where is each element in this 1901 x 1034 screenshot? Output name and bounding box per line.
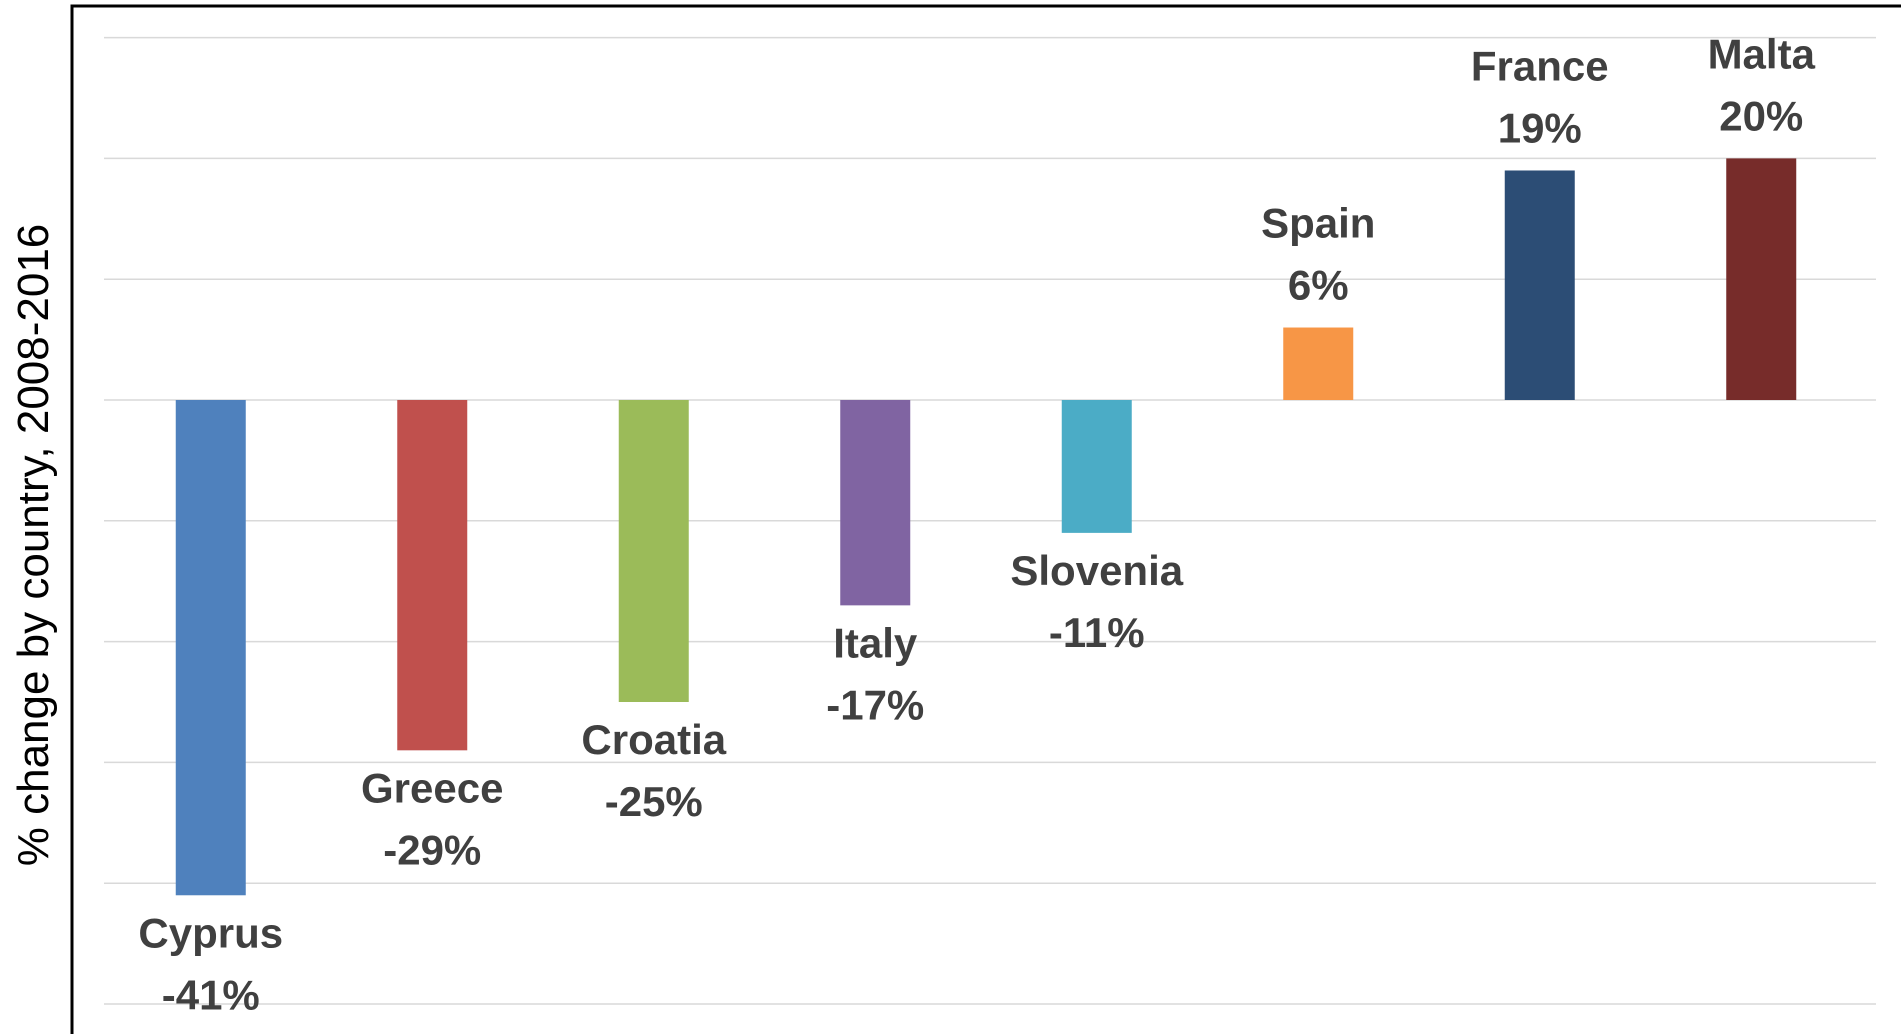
data-label-malta-name: Malta [1708,30,1816,77]
y-axis-label: % change by country, 2008-2016 [9,224,58,867]
data-label-croatia-value: -25% [605,778,703,825]
data-label-slovenia-value: -11% [1049,609,1145,656]
bar-italy [840,400,911,606]
data-label-malta-value: 20% [1719,92,1803,139]
gridlines [104,36,1876,1005]
bars [175,158,1797,896]
data-label-greece-name: Greece [361,764,503,811]
bar-france [1504,170,1575,400]
data-label-france-name: France [1471,42,1609,89]
bar-cyprus [175,400,246,896]
plot-frame [70,4,1901,1034]
bar-malta [1726,158,1797,400]
data-label-france-value: 19% [1498,104,1582,151]
data-label-italy-name: Italy [833,619,918,666]
bar-croatia [618,400,689,702]
bar-greece [397,400,468,751]
bar-spain [1283,327,1354,400]
data-label-greece-value: -29% [383,826,481,873]
data-label-spain-value: 6% [1288,262,1349,309]
data-label-cyprus-value: -41% [162,971,260,1018]
bar-slovenia [1061,400,1132,533]
data-label-cyprus-name: Cyprus [138,909,283,956]
data-label-slovenia-name: Slovenia [1010,547,1183,594]
data-labels: Cyprus -41% Greece -29% Croatia -25% Italy -17%… [138,30,1815,1018]
data-label-italy-value: -17% [826,681,924,728]
data-label-spain-name: Spain [1261,200,1375,247]
data-label-croatia-name: Croatia [581,716,726,763]
